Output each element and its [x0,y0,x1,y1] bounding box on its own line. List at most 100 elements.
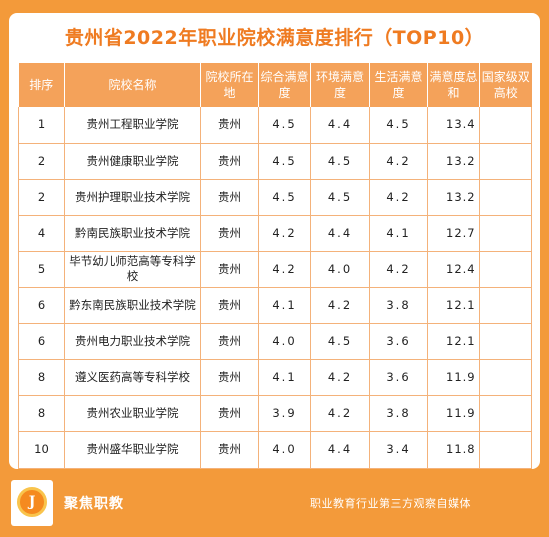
table-row: 8 遵义医药高等专科学校 贵州 4.1 4.2 3.6 11.9 [18,359,532,396]
header-overall: 综合满意度 [258,63,311,107]
logo-circle-icon: J [17,487,47,517]
cell-national [479,395,532,432]
table-row: 1 贵州工程职业学院 贵州 4.5 4.4 4.5 13.4 [18,107,532,144]
brand-slogan: 职业教育行业第三方观察自媒体 [310,497,471,510]
cell-rank: 6 [18,323,65,360]
cell-environment: 4.5 [310,323,370,360]
cell-rank: 8 [18,359,65,396]
cell-total: 13.4 [427,107,480,144]
cell-life: 3.4 [369,431,428,469]
cell-life: 3.6 [369,323,428,360]
cell-rank: 2 [18,143,65,180]
cell-national [479,251,532,288]
cell-location: 贵州 [200,395,259,432]
cell-overall: 4.5 [258,143,311,180]
footer-bar: J 聚焦职教 职业教育行业第三方观察自媒体 [0,469,549,537]
cell-life: 4.1 [369,215,428,252]
cell-total: 11.8 [427,431,480,469]
ranking-table: 排序 院校名称 院校所在地 综合满意度 环境满意度 生活满意度 满意度总和 国家… [18,63,532,469]
cell-environment: 4.0 [310,251,370,288]
cell-total: 12.7 [427,215,480,252]
cell-national [479,107,532,144]
cell-school: 贵州农业职业学院 [64,395,201,432]
logo-letter: J [28,494,36,510]
cell-overall: 4.2 [258,251,311,288]
header-school: 院校名称 [64,63,201,107]
cell-national [479,359,532,396]
cell-location: 贵州 [200,359,259,396]
cell-total: 12.1 [427,323,480,360]
cell-national [479,431,532,469]
cell-environment: 4.5 [310,143,370,180]
cell-school: 遵义医药高等专科学校 [64,359,201,396]
cell-location: 贵州 [200,431,259,469]
cell-school: 毕节幼儿师范高等专科学校 [64,251,201,288]
cell-overall: 4.5 [258,107,311,144]
cell-school: 贵州护理职业技术学院 [64,179,201,216]
cell-location: 贵州 [200,251,259,288]
header-national: 国家级双高校 [479,63,532,107]
table-row: 6 贵州电力职业技术学院 贵州 4.0 4.5 3.6 12.1 [18,323,532,360]
cell-national [479,287,532,324]
cell-life: 4.2 [369,143,428,180]
header-life: 生活满意度 [369,63,428,107]
header-location: 院校所在地 [200,63,259,107]
cell-national [479,179,532,216]
table-row: 6 黔东南民族职业技术学院 贵州 4.1 4.2 3.8 12.1 [18,287,532,324]
cell-life: 4.5 [369,107,428,144]
brand-logo: J [11,480,53,526]
cell-overall: 4.2 [258,215,311,252]
cell-rank: 4 [18,215,65,252]
cell-location: 贵州 [200,215,259,252]
cell-life: 3.6 [369,359,428,396]
cell-overall: 4.5 [258,179,311,216]
cell-location: 贵州 [200,107,259,144]
cell-school: 贵州健康职业学院 [64,143,201,180]
cell-environment: 4.2 [310,395,370,432]
cell-school: 贵州电力职业技术学院 [64,323,201,360]
cell-rank: 8 [18,395,65,432]
table-header-row: 排序 院校名称 院校所在地 综合满意度 环境满意度 生活满意度 满意度总和 国家… [18,63,532,107]
header-environment: 环境满意度 [310,63,370,107]
cell-life: 3.8 [369,395,428,432]
cell-life: 4.2 [369,251,428,288]
cell-rank: 2 [18,179,65,216]
cell-rank: 10 [18,431,65,469]
cell-total: 12.4 [427,251,480,288]
cell-national [479,143,532,180]
cell-school: 黔南民族职业技术学院 [64,215,201,252]
cell-location: 贵州 [200,143,259,180]
cell-total: 12.1 [427,287,480,324]
cell-environment: 4.4 [310,107,370,144]
cell-school: 贵州盛华职业学院 [64,431,201,469]
cell-national [479,323,532,360]
page-title: 贵州省2022年职业院校满意度排行（TOP10） [64,27,485,49]
table-row: 10 贵州盛华职业学院 贵州 4.0 4.4 3.4 11.8 [18,431,532,469]
cell-rank: 6 [18,287,65,324]
cell-overall: 4.1 [258,287,311,324]
ranking-card: 贵州省2022年职业院校满意度排行（TOP10） 排序 院校名称 院校所在地 综… [9,13,540,469]
cell-total: 11.9 [427,395,480,432]
cell-location: 贵州 [200,323,259,360]
table-row: 4 黔南民族职业技术学院 贵州 4.2 4.4 4.1 12.7 [18,215,532,252]
cell-total: 11.9 [427,359,480,396]
cell-school: 黔东南民族职业技术学院 [64,287,201,324]
cell-life: 3.8 [369,287,428,324]
cell-overall: 3.9 [258,395,311,432]
cell-overall: 4.0 [258,323,311,360]
cell-environment: 4.2 [310,359,370,396]
table-row: 2 贵州健康职业学院 贵州 4.5 4.5 4.2 13.2 [18,143,532,180]
cell-school: 贵州工程职业学院 [64,107,201,144]
cell-life: 4.2 [369,179,428,216]
cell-environment: 4.4 [310,215,370,252]
table-row: 5 毕节幼儿师范高等专科学校 贵州 4.2 4.0 4.2 12.4 [18,251,532,288]
cell-environment: 4.2 [310,287,370,324]
cell-overall: 4.0 [258,431,311,469]
cell-national [479,215,532,252]
cell-environment: 4.5 [310,179,370,216]
cell-rank: 1 [18,107,65,144]
cell-rank: 5 [18,251,65,288]
table-row: 2 贵州护理职业技术学院 贵州 4.5 4.5 4.2 13.2 [18,179,532,216]
cell-environment: 4.4 [310,431,370,469]
cell-location: 贵州 [200,287,259,324]
